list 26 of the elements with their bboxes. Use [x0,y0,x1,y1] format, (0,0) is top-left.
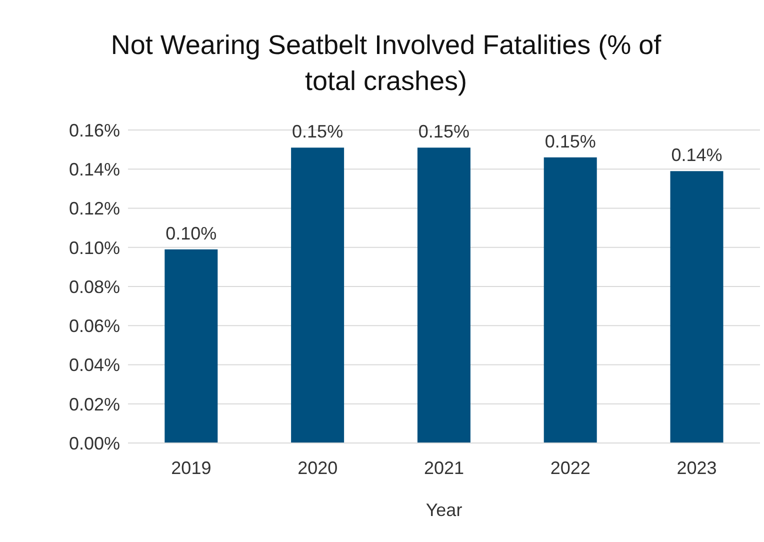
bar [164,249,218,443]
y-tick-label: 0.08% [68,276,120,297]
chart-title: Not Wearing Seatbelt Involved Fatalities (% of total crashes) [110,29,662,98]
bar [670,171,724,443]
x-tick-label: 2023 [676,458,717,478]
data-label: 0.15% [544,131,596,152]
bar [417,148,470,443]
x-tick-label: 2020 [298,458,338,478]
y-tick-label: 0.04% [68,355,120,376]
y-tick-label: 0.16% [68,120,120,140]
data-label: 0.15% [418,122,470,142]
data-label: 0.14% [671,145,722,166]
x-tick-label: 2021 [424,458,464,478]
data-label: 0.10% [166,223,217,244]
y-tick-label: 0.10% [68,238,120,258]
data-label: 0.15% [292,122,344,142]
x-tick-label: 2019 [171,458,212,478]
y-tick-label: 0.14% [68,160,120,180]
y-tick-label: 0.06% [68,316,120,336]
bar [544,157,597,443]
y-tick-label: 0.12% [68,198,120,219]
x-tick-label: 2022 [550,458,590,478]
y-tick-label: 0.00% [68,433,120,454]
x-axis-title: Year [426,500,462,520]
bar [291,148,344,443]
y-tick-label: 0.02% [68,394,120,414]
